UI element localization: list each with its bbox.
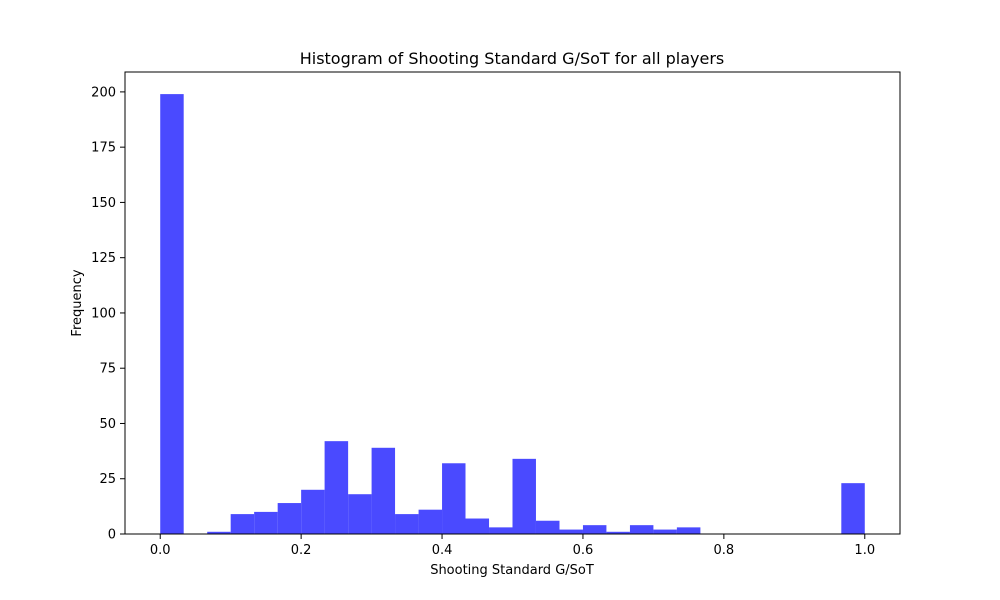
histogram-bar [207, 531, 231, 534]
histogram-bar [371, 447, 396, 534]
histogram-bar [442, 463, 466, 534]
histogram-bar [606, 531, 630, 534]
y-tick-label: 25 [99, 472, 116, 487]
y-tick-label: 200 [91, 85, 116, 100]
y-tick-label: 175 [91, 141, 116, 156]
histogram-bar [559, 529, 583, 534]
histogram-bar [629, 525, 654, 534]
x-axis: 0.0 0.2 0.4 0.6 0.8 1.0 [150, 534, 875, 558]
histogram-bar [254, 511, 278, 534]
y-axis: 0 25 50 75 100 125 150 175 200 [91, 85, 125, 543]
histogram-bar [535, 520, 560, 534]
histogram-bar [841, 483, 865, 534]
x-tick-label: 0.2 [291, 543, 312, 558]
y-tick-label: 50 [99, 417, 116, 432]
y-tick-label: 0 [108, 528, 116, 543]
histogram-bar [465, 518, 490, 534]
x-tick-label: 0.6 [573, 543, 594, 558]
x-tick-label: 0.0 [150, 543, 171, 558]
histogram-bar [395, 514, 419, 534]
histogram-bar [676, 527, 701, 534]
y-axis-label: Frequency [70, 269, 85, 336]
histogram-bar [348, 494, 372, 534]
histogram-bar [324, 441, 349, 534]
y-tick-label: 100 [91, 306, 116, 321]
x-axis-label: Shooting Standard G/SoT [430, 563, 594, 578]
plot-frame [124, 71, 901, 535]
bars-layer [160, 94, 865, 535]
y-tick-label: 125 [91, 251, 116, 266]
histogram-bar [277, 503, 302, 534]
histogram-bar [230, 514, 255, 534]
histogram-bar [582, 525, 607, 534]
x-tick-label: 0.4 [432, 543, 453, 558]
y-tick-label: 75 [99, 362, 116, 377]
y-tick-label: 150 [91, 196, 116, 211]
x-tick-label: 0.8 [714, 543, 735, 558]
histogram-bar [489, 527, 513, 534]
histogram-bar [512, 458, 536, 534]
x-tick-label: 1.0 [854, 543, 875, 558]
histogram-bar [653, 529, 677, 534]
histogram-bar [160, 94, 184, 535]
histogram-bar [301, 489, 325, 534]
chart-title: Histogram of Shooting Standard G/SoT for… [300, 49, 725, 68]
histogram-bar [418, 509, 443, 534]
